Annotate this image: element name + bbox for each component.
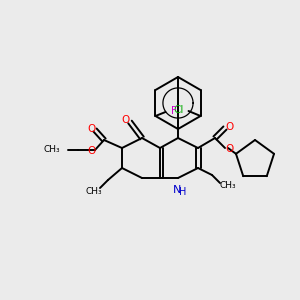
Text: F: F [170,106,176,116]
Text: O: O [225,144,233,154]
Text: CH₃: CH₃ [44,146,60,154]
Text: Cl: Cl [173,105,184,115]
Text: CH₃: CH₃ [86,188,102,196]
Text: O: O [122,115,130,125]
Text: H: H [179,187,187,197]
Text: N: N [173,185,181,195]
Text: O: O [88,146,96,156]
Text: O: O [225,122,233,132]
Text: CH₃: CH₃ [220,181,236,190]
Text: O: O [87,124,95,134]
